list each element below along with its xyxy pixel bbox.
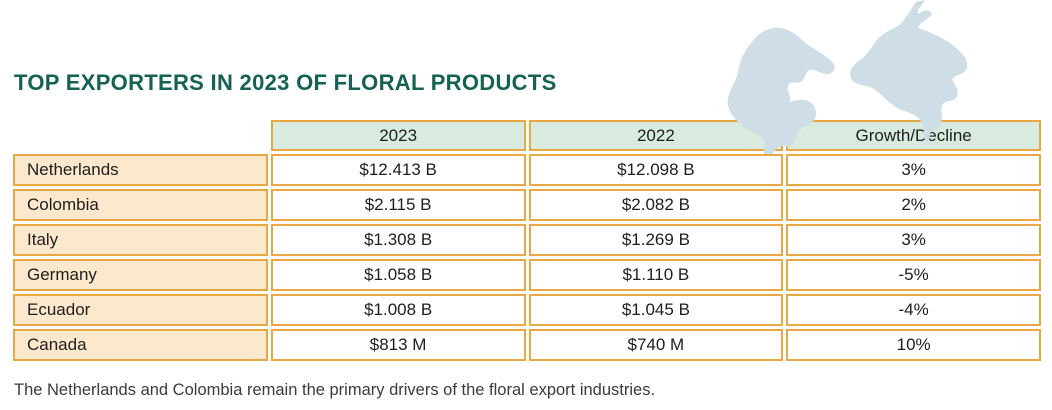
country-cell: Ecuador xyxy=(13,294,268,326)
value-2023-cell: $1.008 B xyxy=(270,294,526,326)
colombia-map-icon xyxy=(850,0,968,142)
table-row: Netherlands $12.413 B $12.098 B 3% xyxy=(13,154,1041,186)
value-2022-cell: $12.098 B xyxy=(528,154,784,186)
value-2022-cell: $740 M xyxy=(528,329,784,361)
footnote-text: The Netherlands and Colombia remain the … xyxy=(14,381,656,399)
country-cell: Colombia xyxy=(13,189,268,221)
value-2023-cell: $813 M xyxy=(270,329,526,361)
country-cell: Germany xyxy=(13,259,268,291)
value-2023-cell: $1.058 B xyxy=(270,259,526,291)
growth-cell: -5% xyxy=(786,259,1041,291)
growth-cell: -4% xyxy=(786,294,1041,326)
value-2023-cell: $1.308 B xyxy=(270,224,526,256)
value-2023-cell: $2.115 B xyxy=(270,189,526,221)
table-row: Italy $1.308 B $1.269 B 3% xyxy=(13,224,1041,256)
value-2022-cell: $1.110 B xyxy=(528,259,784,291)
table-header-row: 2023 2022 Growth/Decline xyxy=(13,120,1041,151)
header-empty-cell xyxy=(13,120,268,151)
table-row: Canada $813 M $740 M 10% xyxy=(13,329,1041,361)
header-2022: 2022 xyxy=(528,120,784,151)
exporters-table: 2023 2022 Growth/Decline Netherlands $12… xyxy=(10,117,1044,364)
country-cell: Netherlands xyxy=(13,154,268,186)
country-cell: Canada xyxy=(13,329,268,361)
header-2023: 2023 xyxy=(270,120,526,151)
table-row: Germany $1.058 B $1.110 B -5% xyxy=(13,259,1041,291)
value-2022-cell: $1.269 B xyxy=(528,224,784,256)
page-title: TOP EXPORTERS IN 2023 OF FLORAL PRODUCTS xyxy=(14,70,557,95)
growth-cell: 10% xyxy=(786,329,1041,361)
value-2023-cell: $12.413 B xyxy=(270,154,526,186)
growth-cell: 3% xyxy=(786,224,1041,256)
table-row: Ecuador $1.008 B $1.045 B -4% xyxy=(13,294,1041,326)
country-cell: Italy xyxy=(13,224,268,256)
table-row: Colombia $2.115 B $2.082 B 2% xyxy=(13,189,1041,221)
growth-cell: 3% xyxy=(786,154,1041,186)
value-2022-cell: $1.045 B xyxy=(528,294,784,326)
growth-cell: 2% xyxy=(786,189,1041,221)
header-growth-decline: Growth/Decline xyxy=(786,120,1041,151)
netherlands-map-icon xyxy=(727,27,835,154)
value-2022-cell: $2.082 B xyxy=(528,189,784,221)
